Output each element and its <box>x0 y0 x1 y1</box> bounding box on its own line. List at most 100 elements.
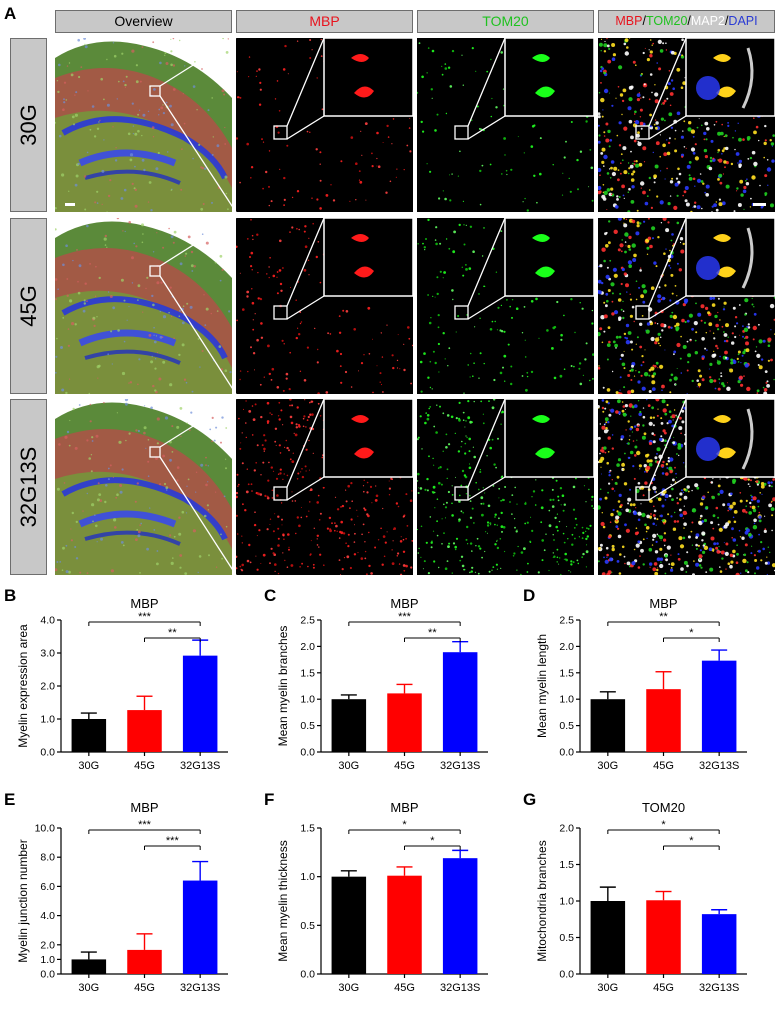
panel-letter-c: C <box>264 586 277 605</box>
micrograph-overview-row-3 <box>55 399 232 575</box>
y-tick-label: 10.0 <box>35 823 56 835</box>
x-tick-label: 32G13S <box>699 982 739 994</box>
micrograph-merge-row-3 <box>598 399 775 575</box>
significance-label: *** <box>398 611 412 623</box>
chart-title: MBP <box>649 596 677 611</box>
bar-32g13s <box>182 880 218 974</box>
merge-label-dapi: DAPI <box>728 14 758 28</box>
bar-45g <box>387 693 422 752</box>
bar-30g <box>71 959 107 974</box>
y-tick-label: 2.0 <box>40 681 55 693</box>
y-tick-label: 0.5 <box>300 920 315 932</box>
significance-label: *** <box>166 835 180 847</box>
y-axis-label: Mean myelin branches <box>276 626 290 747</box>
chart-mean-myelin-thickness: MBP 0.0 0.5 1.0 1.5 Mean myelin thickness 30G 4… <box>276 800 488 994</box>
y-tick-label: 4.0 <box>40 615 55 627</box>
chart-title: MBP <box>130 596 158 611</box>
y-tick-label: 1.5 <box>559 859 574 871</box>
merge-label-sep: / <box>724 14 729 28</box>
y-axis-label: Myelin expression area <box>16 624 30 748</box>
y-tick-label: 1.0 <box>559 694 574 706</box>
bar-30g <box>331 699 367 752</box>
y-axis-label: Mean myelin thickness <box>276 840 290 961</box>
y-tick-label: 0.0 <box>300 969 315 981</box>
x-tick-label: 45G <box>134 982 155 994</box>
chart-myelin-expression-area: MBP 0.0 1.0 2.0 3.0 4.0 Myelin expression area… <box>16 596 228 772</box>
y-tick-label: 0.0 <box>559 969 574 981</box>
bar-32g13s <box>442 652 478 752</box>
x-tick-label: 30G <box>78 760 99 772</box>
significance-label: ** <box>428 627 437 639</box>
y-tick-label: 8.0 <box>40 852 55 864</box>
x-tick-label: 30G <box>597 760 618 772</box>
x-tick-label: 45G <box>653 760 674 772</box>
bar-32g13s <box>701 914 737 974</box>
significance-label: * <box>689 627 694 639</box>
panel-letter-a: A <box>4 4 17 23</box>
chart-myelin-junction-number: MBP 0.0 1.0 2.0 4.0 6.0 8.0 10.0 Myelin junction… <box>16 800 228 994</box>
panel-letter-b: B <box>4 586 17 605</box>
micrograph-mbp-row-1 <box>236 38 413 212</box>
significance-label: *** <box>138 611 152 623</box>
micrograph-overview-row-2 <box>55 218 232 394</box>
merge-label-mbp: MBP <box>615 14 643 28</box>
x-tick-label: 32G13S <box>699 760 739 772</box>
micrograph-merge-row-2 <box>598 218 775 394</box>
bar-32g13s <box>701 660 737 752</box>
chart-mitochondria-branches: TOM20 0.0 0.5 1.0 1.5 2.0 Mitochondria branche… <box>535 800 747 994</box>
y-tick-label: 1.5 <box>559 667 574 679</box>
bar-45g <box>387 875 422 974</box>
merge-label-tom20: TOM20 <box>645 14 688 28</box>
x-tick-label: 32G13S <box>440 982 480 994</box>
bar-45g <box>646 689 681 752</box>
bar-45g <box>127 949 162 974</box>
column-header-overview: Overview <box>55 10 232 33</box>
y-tick-label: 1.0 <box>300 694 315 706</box>
significance-label: * <box>430 835 435 847</box>
bar-45g <box>646 900 681 974</box>
bar-30g <box>590 699 626 752</box>
x-tick-label: 45G <box>394 760 415 772</box>
significance-label: ** <box>168 627 177 639</box>
significance-label: ** <box>659 611 668 623</box>
x-tick-label: 45G <box>134 760 155 772</box>
panel-letter-d: D <box>523 586 536 605</box>
chart-mean-myelin-branches: MBP 0.0 0.5 1.0 1.5 2.0 2.5 Mean myelin branche… <box>276 596 488 772</box>
x-tick-label: 45G <box>653 982 674 994</box>
y-axis-label: Mean myelin length <box>535 634 549 738</box>
chart-title: TOM20 <box>642 800 685 815</box>
x-tick-label: 30G <box>338 760 359 772</box>
y-tick-label: 1.0 <box>40 714 55 726</box>
x-tick-label: 32G13S <box>180 760 220 772</box>
y-tick-label: 0.0 <box>300 747 315 759</box>
x-tick-label: 45G <box>394 982 415 994</box>
column-header-merge: MBP/TOM20/MAP2/DAPI <box>598 10 775 33</box>
column-header-mbp: MBP <box>236 10 413 33</box>
panel-letter-f: F <box>264 790 275 809</box>
y-tick-label: 1.5 <box>300 667 315 679</box>
row-label-45g: 45G <box>10 218 47 394</box>
panel-letter-e: E <box>4 790 16 809</box>
micrograph-mbp-row-3 <box>236 399 413 575</box>
bar-30g <box>331 876 367 974</box>
x-tick-label: 30G <box>78 982 99 994</box>
y-tick-label: 0.5 <box>559 932 574 944</box>
x-tick-label: 30G <box>597 982 618 994</box>
micrograph-tom20-row-2 <box>417 218 594 394</box>
significance-label: *** <box>138 819 152 831</box>
y-tick-label: 0.5 <box>300 720 315 732</box>
merge-label-sep: / <box>642 14 646 28</box>
bar-45g <box>127 710 162 752</box>
y-tick-label: 6.0 <box>40 881 55 893</box>
panel-letter-g: G <box>523 790 537 809</box>
bar-32g13s <box>182 655 218 752</box>
y-tick-label: 1.5 <box>300 823 315 835</box>
x-tick-label: 32G13S <box>180 982 220 994</box>
x-tick-label: 30G <box>338 982 359 994</box>
y-tick-label: 1.0 <box>559 896 574 908</box>
y-axis-label: Myelin junction number <box>16 839 30 962</box>
y-tick-label: 0.0 <box>559 747 574 759</box>
micrograph-merge-row-1 <box>598 38 775 212</box>
y-tick-label: 2.5 <box>559 615 574 627</box>
row-label-30g: 30G <box>10 38 47 212</box>
